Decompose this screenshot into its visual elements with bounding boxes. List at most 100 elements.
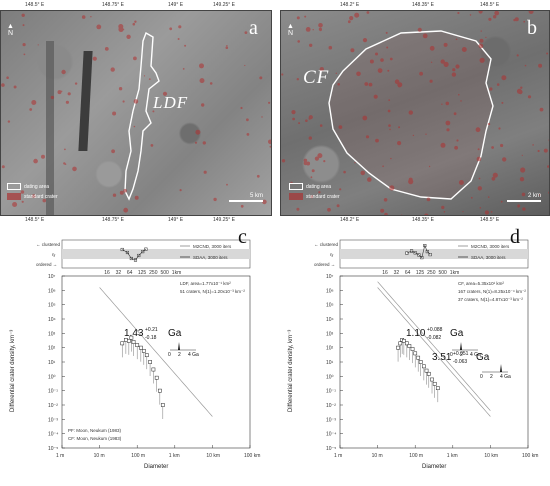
y-tick-label: 10⁻³ (326, 417, 336, 423)
pcr-axis-label: ηᵣ (52, 252, 56, 257)
data-point (396, 345, 400, 350)
y-tick-label: 10⁻⁵ (48, 446, 58, 452)
plot-frame (339, 275, 529, 449)
y-tick-label: 10⁻⁵ (326, 446, 336, 452)
crater-mark (528, 11, 534, 14)
crater-mark (491, 176, 496, 181)
crater-mark (441, 103, 443, 105)
data-point (424, 368, 429, 373)
crater-mark (226, 183, 228, 186)
y-tick-label: 10⁶ (48, 288, 56, 294)
crater-mark (478, 11, 483, 14)
y-axis-title: Differential crater density, km⁻³ (10, 330, 16, 412)
crater-mark (312, 29, 314, 31)
pcr-tick-label: 32 (394, 270, 400, 276)
crater-mark (383, 198, 388, 202)
crater-mark (104, 47, 109, 51)
data-point (432, 381, 437, 386)
crater-mark (356, 71, 361, 77)
crater-mark (485, 36, 487, 39)
coord-label: 148.5° E (480, 217, 500, 223)
y-tick-label: 10⁻¹ (48, 389, 58, 395)
region-label-ldf: LDF (153, 93, 189, 112)
crater-mark (133, 125, 136, 128)
crater-mark (74, 82, 78, 85)
crater-mark (475, 127, 481, 133)
crater-mark (546, 52, 549, 55)
crater-mark (203, 170, 207, 174)
data-point (131, 340, 136, 344)
crater-mark (201, 103, 205, 107)
panel-letter-d: d (510, 226, 520, 248)
pcr-band (62, 249, 250, 259)
crater-mark (90, 16, 92, 18)
crater-mark (384, 212, 388, 215)
crater-mark (516, 88, 522, 94)
data-point (144, 353, 149, 358)
isochron-curve (99, 287, 213, 417)
pcr-tick-label: 16 (104, 270, 110, 276)
crater-mark (443, 61, 449, 67)
crater-mark (318, 191, 321, 194)
age-unit: Ga (476, 352, 490, 363)
crater-mark (291, 110, 296, 115)
age-unit: Ga (450, 328, 464, 339)
crater-mark (21, 13, 25, 17)
inset-tick-label: 4 Ga (500, 374, 511, 380)
map-legend: dating area standard crater (289, 183, 340, 203)
chart-c: ← clustered ordered → ηᵣ M2CND, 3000 iters S… (10, 239, 260, 470)
legend-entry: 37 craters, N(1)=4.87x10⁻³ km⁻² (458, 297, 523, 302)
age-minus: -0.18 (145, 335, 157, 341)
crater-mark (365, 135, 370, 139)
age-plus: +0.088 (427, 327, 443, 333)
crater-mark (380, 58, 384, 62)
isochron-curve (377, 287, 491, 417)
crater-mark (380, 208, 385, 213)
crater-mark (390, 157, 392, 160)
crater-mark (501, 75, 507, 81)
crater-mark (422, 33, 428, 39)
crater-mark (303, 158, 308, 163)
crater-mark (63, 162, 66, 165)
region-label-cf: CF (303, 67, 330, 88)
crater-mark (310, 176, 313, 179)
crater-mark (319, 67, 324, 72)
crater-mark (362, 115, 368, 121)
x-tick-label: 1 m (334, 453, 342, 459)
coord-label: 148.35° E (412, 2, 435, 8)
pcr-point (405, 251, 409, 255)
crater-mark (309, 43, 313, 47)
ldf-outline (1, 13, 271, 213)
crater-mark (366, 11, 370, 14)
crater-mark (354, 12, 360, 18)
crater-mark (368, 82, 373, 87)
crater-mark (134, 20, 137, 23)
crater-mark (296, 78, 299, 81)
crater-mark (262, 199, 267, 205)
crater-mark (487, 122, 491, 126)
crater-mark (298, 122, 301, 125)
inset-peak (460, 342, 462, 350)
crater-mark (335, 72, 337, 74)
crater-mark (133, 99, 139, 104)
data-point (402, 338, 406, 343)
pcr-series-line (122, 248, 147, 261)
legend-entry: LDF, area=1.77x10⁻¹ km² (180, 281, 231, 286)
crater-mark (118, 87, 123, 91)
crater-mark (478, 43, 484, 49)
crater-mark (489, 87, 493, 91)
coord-label: 148.5° E (25, 217, 45, 223)
plot-frame (61, 275, 251, 449)
crater-mark (209, 82, 213, 85)
y-tick-label: 10⁵ (48, 303, 56, 309)
crater-mark (350, 48, 355, 53)
mosaic-strip (46, 41, 54, 215)
crater-mark (491, 146, 494, 149)
crater-mark (195, 129, 201, 135)
crater-mark (408, 179, 414, 185)
data-point (435, 386, 440, 390)
crater-mark (179, 189, 182, 192)
data-point (398, 341, 403, 346)
crater-mark (477, 186, 482, 191)
crater-mark (133, 56, 137, 61)
